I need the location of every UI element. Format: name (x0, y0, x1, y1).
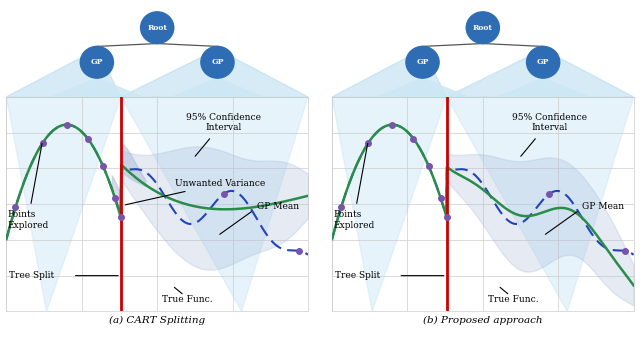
Point (98, 163, 108, 169)
Text: Unwanted Variance: Unwanted Variance (125, 179, 266, 205)
Point (442, 215, 452, 220)
Circle shape (527, 46, 560, 78)
Point (110, 195, 120, 201)
Polygon shape (378, 78, 468, 97)
Point (116, 215, 126, 220)
Text: Tree Split: Tree Split (335, 271, 380, 280)
Point (294, 248, 304, 254)
Point (83, 136, 93, 142)
Text: GP Mean: GP Mean (257, 202, 299, 211)
Point (336, 204, 346, 210)
Text: Tree Split: Tree Split (10, 271, 54, 280)
Point (38, 140, 48, 146)
Point (363, 140, 373, 146)
Polygon shape (6, 97, 121, 311)
Circle shape (80, 46, 113, 78)
Text: GP: GP (416, 58, 429, 66)
Circle shape (406, 46, 439, 78)
X-axis label: (b) Proposed approach: (b) Proposed approach (423, 316, 543, 325)
Point (435, 195, 445, 201)
Text: Root: Root (147, 24, 167, 32)
Circle shape (467, 12, 499, 44)
Point (387, 122, 397, 127)
Polygon shape (332, 97, 447, 311)
Text: GP: GP (91, 58, 103, 66)
Text: GP: GP (211, 58, 224, 66)
Text: GP: GP (537, 58, 549, 66)
Point (408, 136, 419, 142)
Polygon shape (121, 97, 308, 311)
Point (544, 191, 554, 197)
Polygon shape (172, 78, 262, 97)
Circle shape (141, 12, 173, 44)
Point (218, 191, 228, 197)
Text: Points
Explored: Points Explored (333, 210, 375, 230)
Text: True Func.: True Func. (488, 295, 538, 304)
Text: 95% Confidence
Interval: 95% Confidence Interval (511, 113, 587, 133)
Point (61, 122, 72, 127)
Point (10, 204, 20, 210)
Text: True Func.: True Func. (162, 295, 212, 304)
Point (620, 248, 630, 254)
Text: Points
Explored: Points Explored (8, 210, 49, 230)
Polygon shape (498, 78, 588, 97)
Text: GP Mean: GP Mean (582, 202, 625, 211)
Circle shape (201, 46, 234, 78)
Point (424, 163, 434, 169)
Text: Root: Root (473, 24, 493, 32)
Polygon shape (52, 78, 142, 97)
X-axis label: (a) CART Splitting: (a) CART Splitting (109, 316, 205, 325)
Text: 95% Confidence
Interval: 95% Confidence Interval (186, 113, 261, 133)
Polygon shape (447, 97, 634, 311)
